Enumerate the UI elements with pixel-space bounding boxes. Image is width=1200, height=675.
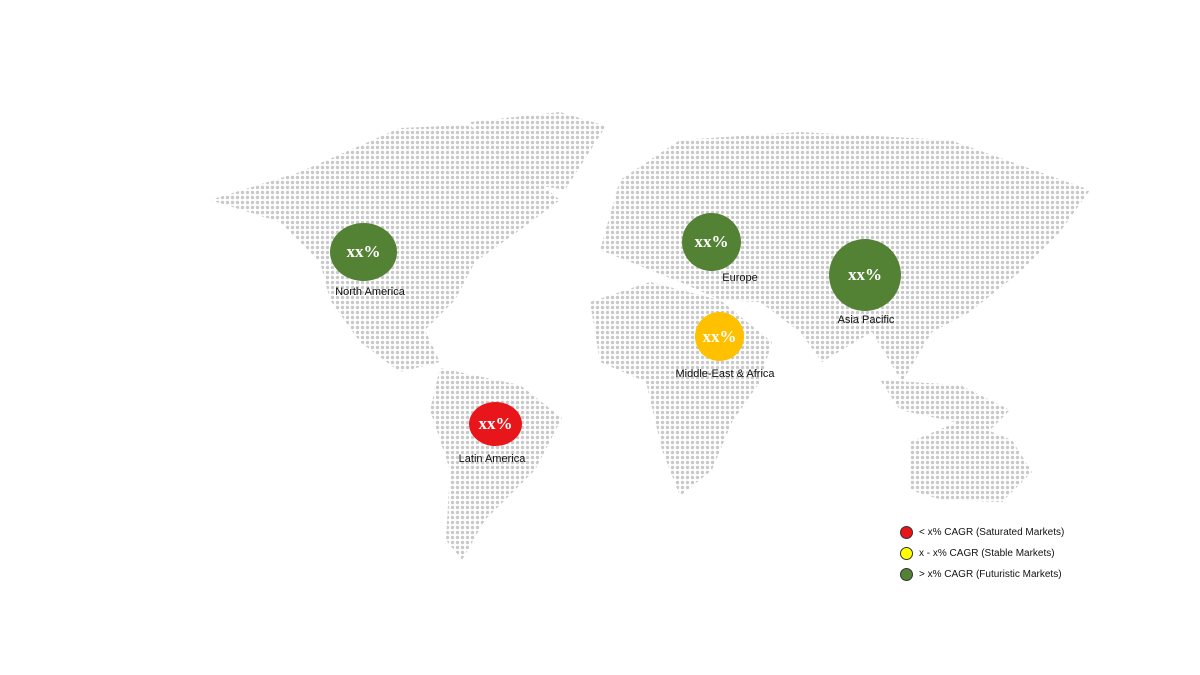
legend-item-futuristic: > x% CAGR (Futuristic Markets) [900, 564, 1064, 585]
legend-item-stable: x - x% CAGR (Stable Markets) [900, 543, 1064, 564]
label-middle-east-africa: Middle-East & Africa [675, 368, 775, 380]
bubble-europe: xx% [682, 213, 741, 271]
region-value: xx% [848, 265, 882, 284]
region-value: xx% [702, 326, 737, 346]
region-value: xx% [478, 414, 513, 433]
region-value: xx% [694, 232, 729, 251]
label-latin-america: Latin America [458, 453, 526, 465]
label-europe: Europe [722, 272, 758, 284]
region-value: xx% [346, 242, 381, 261]
legend: < x% CAGR (Saturated Markets) x - x% CAG… [900, 522, 1064, 585]
bubble-middle-east-africa: xx% [695, 312, 744, 361]
yellow-dot-icon [900, 547, 913, 560]
legend-label: < x% CAGR (Saturated Markets) [919, 527, 1065, 538]
bubble-north-america: xx% [330, 223, 397, 281]
islands-southeast-asia [880, 380, 1010, 430]
red-dot-icon [900, 526, 913, 539]
green-dot-icon [900, 568, 913, 581]
continent-africa [590, 282, 772, 496]
continent-australia [910, 420, 1032, 502]
bubble-asia-pacific: xx% [829, 239, 901, 311]
legend-item-saturated: < x% CAGR (Saturated Markets) [900, 522, 1064, 543]
legend-label: x - x% CAGR (Stable Markets) [919, 548, 1055, 559]
label-north-america: North America [335, 286, 405, 298]
label-asia-pacific: Asia Pacific [837, 314, 895, 326]
bubble-latin-america: xx% [469, 402, 522, 446]
continent-south-america [430, 368, 562, 560]
continent-greenland [470, 112, 606, 190]
legend-label: > x% CAGR (Futuristic Markets) [919, 569, 1062, 580]
